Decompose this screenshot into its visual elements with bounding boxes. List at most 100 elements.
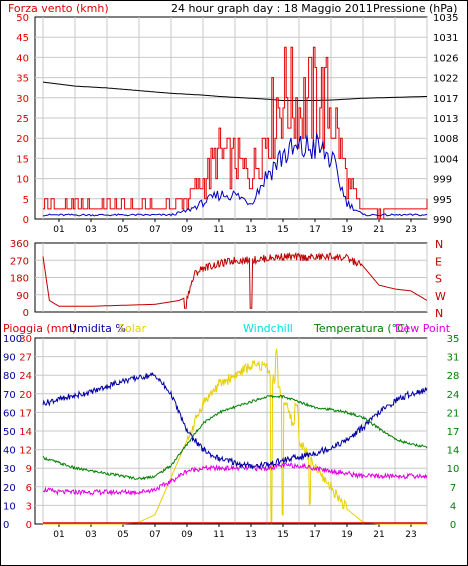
pressure-series-line (42, 81, 427, 101)
wind-y-tick-label: 45 (16, 33, 29, 44)
compass-label: E (435, 255, 442, 268)
solar-series-line (43, 348, 427, 525)
direction-y-tick-label: 360 (10, 239, 29, 250)
compass-label: N (435, 307, 443, 320)
humidity-x-tick-label: 01 (53, 530, 64, 540)
pressure-y-tick-label: 1022 (433, 74, 458, 85)
direction-y-tick-label: 270 (10, 256, 29, 267)
wind-y-tick-label: 50 (16, 13, 29, 24)
pressure-y-tick-label: 1008 (433, 134, 458, 145)
wind-x-tick-label: 13 (245, 225, 256, 235)
wind-y-tick-label: 35 (16, 74, 29, 85)
compass-label: S (435, 273, 442, 286)
wind-axis-label: Forza vento (kmh) (8, 2, 109, 15)
rain-y-tick-label: 9 (26, 464, 32, 475)
rain-y-tick-label: 27 (19, 353, 32, 364)
pressure-y-tick-label: 1017 (433, 94, 458, 105)
direction-y-tick-label: 0 (23, 308, 29, 319)
pressure-axis-label: Pressione (hPa) (373, 2, 457, 15)
direction-y-tick-label: 90 (16, 291, 29, 302)
wind-x-tick-label: 05 (117, 225, 128, 235)
humidity-y-tick-label: 90 (3, 353, 16, 364)
rain-y-tick-label: 0 (26, 520, 32, 531)
wind-x-tick-label: 19 (341, 225, 353, 235)
rain-y-tick-label: 3 (26, 501, 32, 512)
direction-y-tick-label: 180 (10, 274, 29, 285)
legend-windchill: Windchill (243, 322, 293, 335)
humidity-x-tick-label: 17 (309, 530, 320, 540)
pressure-y-tick-label: 1004 (433, 154, 458, 165)
wind-average-series-line (42, 133, 428, 217)
rain-y-tick-label: 12 (19, 446, 32, 457)
rain-y-tick-label: 14 (19, 427, 32, 438)
pressure-y-tick-label: 1013 (433, 114, 458, 125)
wind-x-tick-label: 03 (85, 225, 96, 235)
rain-y-tick-label: 20 (19, 390, 32, 401)
humidity-y-tick-label: 80 (3, 371, 16, 382)
pressure-y-tick-label: 1031 (433, 33, 458, 44)
rain-y-tick-label: 30 (19, 334, 32, 345)
temperature-y-tick-label: 31 (447, 353, 460, 364)
wind-x-tick-label: 21 (373, 225, 384, 235)
humidity-y-tick-label: 10 (3, 501, 16, 512)
humidity-x-tick-label: 23 (405, 530, 416, 540)
dewpoint-series-line (42, 462, 428, 496)
temperature-y-tick-label: 28 (447, 371, 460, 382)
wind-y-tick-label: 0 (23, 215, 29, 226)
legend-temperature: Temperatura (°C) (313, 322, 409, 335)
temperature-y-tick-label: 21 (447, 408, 460, 419)
compass-label: N (435, 238, 443, 251)
wind-y-tick-label: 15 (16, 154, 29, 165)
pressure-y-tick-label: 1026 (433, 53, 458, 64)
humidity-y-tick-label: 20 (3, 483, 16, 494)
humidity-x-tick-label: 19 (341, 530, 353, 540)
humidity-y-tick-label: 50 (3, 427, 16, 438)
wind-x-tick-label: 23 (405, 225, 416, 235)
wind-y-tick-label: 5 (23, 195, 29, 206)
humidity-y-tick-label: 70 (3, 390, 16, 401)
temperature-series-line (42, 394, 428, 481)
pressure-y-tick-label: 1035 (433, 13, 458, 24)
wind-y-tick-label: 40 (16, 53, 29, 64)
rain-y-tick-label: 24 (19, 371, 32, 382)
wind-x-tick-label: 09 (181, 225, 193, 235)
pressure-y-tick-label: 995 (433, 195, 452, 206)
wind-x-tick-label: 07 (149, 225, 160, 235)
wind-speed-series-line (43, 46, 428, 220)
humidity-x-tick-label: 05 (117, 530, 128, 540)
humidity-temperature-panel: 0102030405060708090100036912141720242730… (3, 334, 459, 540)
humidity-x-tick-label: 15 (277, 530, 288, 540)
humidity-x-tick-label: 09 (181, 530, 193, 540)
wind-x-tick-label: 17 (309, 225, 320, 235)
temperature-y-tick-label: 14 (447, 446, 460, 457)
wind-x-tick-label: 15 (277, 225, 288, 235)
wind-y-tick-label: 30 (16, 94, 29, 105)
pressure-y-tick-label: 990 (433, 215, 452, 226)
wind-direction-series-line (42, 251, 428, 309)
rain-y-tick-label: 6 (26, 483, 32, 494)
humidity-y-tick-label: 30 (3, 464, 16, 475)
pressure-y-tick-label: 999 (433, 175, 452, 186)
wind-pressure-panel: 0510152025303540455099099599910041008101… (16, 13, 458, 235)
humidity-y-tick-label: 0 (3, 520, 9, 531)
temperature-y-tick-label: 4 (450, 501, 456, 512)
humidity-y-tick-label: 60 (3, 408, 16, 419)
temperature-y-tick-label: 0 (450, 520, 456, 531)
legend-rain: Pioggia (mm) (3, 322, 76, 335)
temperature-y-tick-label: 10 (447, 464, 460, 475)
humidity-x-tick-label: 21 (373, 530, 384, 540)
humidity-series-line (42, 372, 428, 470)
legend-solar: Solar (118, 322, 147, 335)
temperature-y-tick-label: 7 (450, 483, 456, 494)
temperature-y-tick-label: 24 (447, 390, 460, 401)
legend-dewpoint: Dew Point (395, 322, 451, 335)
wind-y-tick-label: 25 (16, 114, 29, 125)
temperature-y-tick-label: 17 (447, 427, 460, 438)
wind-y-tick-label: 20 (16, 134, 29, 145)
wind-x-tick-label: 11 (213, 225, 224, 235)
humidity-x-tick-label: 13 (245, 530, 256, 540)
compass-label: W (435, 290, 446, 303)
